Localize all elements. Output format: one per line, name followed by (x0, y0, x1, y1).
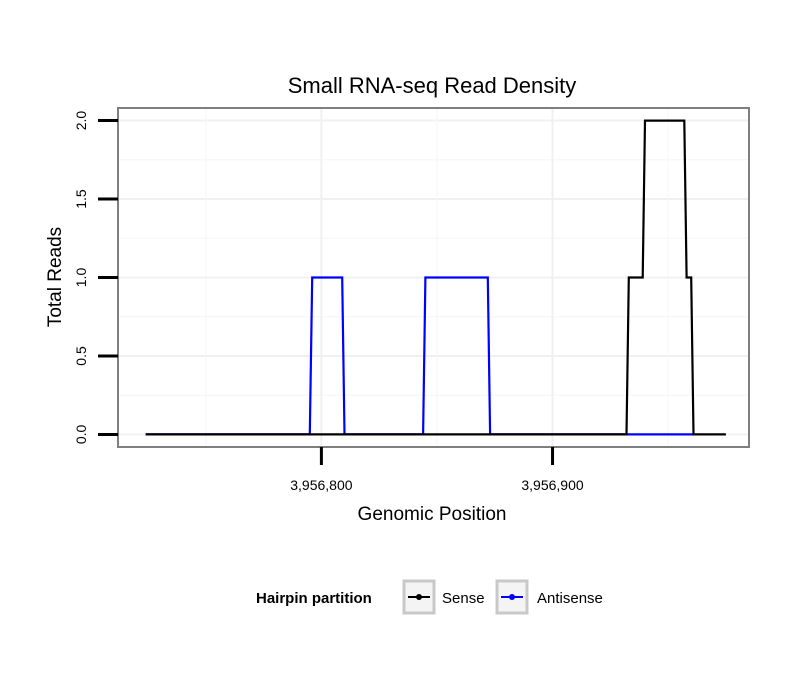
legend-title: Hairpin partition (256, 590, 372, 607)
y-tick-label: 0.0 (73, 425, 89, 445)
y-tick-label: 1.0 (73, 268, 89, 288)
x-tick-label: 3,956,800 (290, 477, 352, 493)
legend: Hairpin partition Sense Antisense (256, 579, 603, 615)
legend-label-antisense: Antisense (537, 590, 603, 607)
series-layer (145, 119, 726, 436)
legend-label-sense: Sense (442, 590, 485, 607)
y-tick-label: 0.5 (73, 346, 89, 366)
x-axis-title: Genomic Position (358, 504, 507, 525)
legend-point-sense (416, 594, 422, 600)
series-line-sense (145, 119, 726, 436)
x-tick-label: 3,956,900 (521, 477, 583, 493)
y-tick-label: 1.5 (73, 189, 89, 209)
y-axis-title: Total Reads (45, 227, 66, 327)
y-axis: 0.0 0.5 1.0 1.5 2.0 (73, 111, 118, 445)
x-axis: 3,956,800 3,956,900 (290, 447, 584, 493)
legend-point-antisense (509, 594, 515, 600)
chart-title: Small RNA-seq Read Density (288, 73, 577, 98)
y-tick-label: 2.0 (73, 111, 89, 131)
